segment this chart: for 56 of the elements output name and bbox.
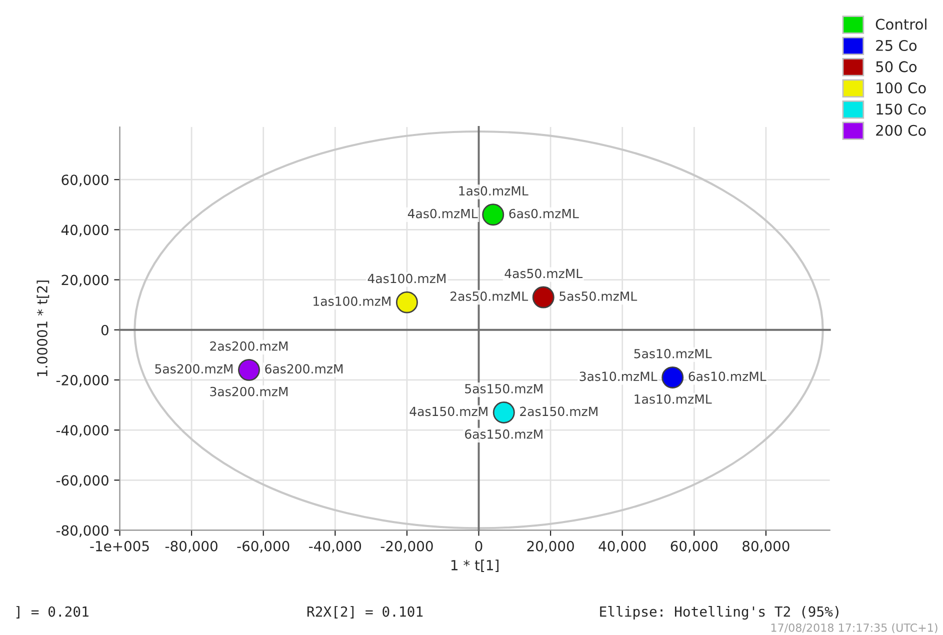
text: Ellipse: Hotelling's T2 (95%)	[600, 606, 838, 620]
legend-label: 100 Co	[876, 82, 926, 94]
x-axis-title: 1 * t[1]	[451, 560, 498, 572]
annotation: 6as0.mzML	[509, 208, 579, 218]
x-tick-label: 20,000	[527, 540, 574, 553]
legend-label: Control	[876, 18, 926, 30]
annotation: 4as50.mzML	[504, 268, 583, 278]
y-tick-label: 60,000	[62, 174, 108, 186]
text: ] = 0.201	[16, 606, 88, 618]
x-tick-label: -40,000	[309, 540, 362, 553]
annotation: 5as10.mzML	[634, 348, 712, 358]
point	[492, 402, 515, 424]
y-tick-label: -40,000	[56, 425, 108, 437]
legend-label: 200 Co	[876, 124, 926, 136]
x-tick-label: 40,000	[598, 540, 646, 553]
annotation: 3as10.mzML	[580, 372, 658, 382]
legend-label: 150 Co	[876, 104, 926, 115]
point	[238, 358, 260, 381]
annotation: 2as50.mzML	[450, 291, 528, 301]
annotation: 4as150.mzM	[410, 406, 488, 416]
y-axis-title: 1.00001 * t[2]	[36, 280, 50, 376]
annotation: 1as10.mzML	[634, 394, 712, 404]
annotation: 1as100.mzM	[314, 296, 390, 306]
x-tick-label: -80,000	[165, 540, 218, 553]
point	[662, 366, 684, 388]
x-tick-label: -20,000	[380, 540, 433, 553]
text: R2X[2] = 0.101	[307, 606, 423, 618]
annotation: 5as50.mzML	[560, 291, 638, 301]
annotation: 1as0.mzML	[459, 186, 528, 196]
y-tick-label: -60,000	[56, 475, 108, 488]
annotation: 6as150.mzM	[465, 429, 542, 439]
y-tick-label: 0	[101, 324, 108, 336]
text: 17/08/2018 17:17:35 (UTC+1)	[771, 623, 938, 634]
point	[482, 204, 504, 226]
y-tick-label: 40,000	[61, 224, 108, 237]
x-tick-label: -60,000	[237, 540, 290, 553]
legend-label: 25 Co	[876, 40, 917, 51]
y-tick-label: 20,000	[62, 274, 108, 287]
annotation: 4as0.mzML	[408, 208, 478, 218]
x-tick-label: 60,000	[670, 540, 718, 553]
annotation: 5as200.mzM	[155, 364, 232, 374]
point	[396, 291, 418, 314]
x-tick-label: 80,000	[742, 540, 790, 553]
y-tick-label: -80,000	[56, 525, 108, 538]
annotation: 5as150.mzM	[465, 384, 542, 394]
legend-label: 50 Co	[876, 61, 917, 72]
annotation: 6as10.mzML	[688, 372, 766, 382]
annotation: 3as200.mzM	[210, 386, 288, 396]
x-tick-label: -1e+005	[90, 540, 149, 552]
annotation: 6as200.mzM	[265, 364, 343, 374]
y-tick-label: -20,000	[56, 374, 108, 387]
annotation: 4as100.mzM	[368, 274, 446, 284]
point	[532, 286, 554, 308]
x-tick-label: 0	[475, 540, 482, 552]
annotation: 2as150.mzM	[520, 406, 598, 416]
annotation: 2as200.mzM	[210, 341, 288, 351]
